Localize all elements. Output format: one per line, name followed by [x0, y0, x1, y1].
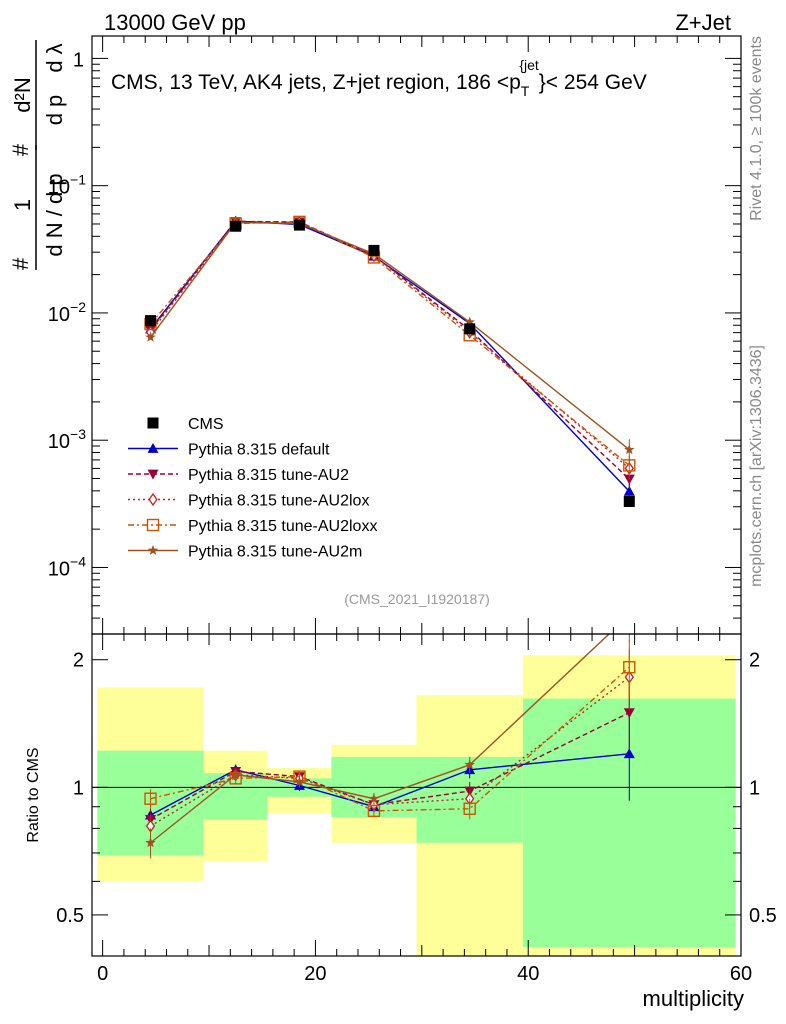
- ratio-ytick-label-right-1: 1: [749, 777, 760, 799]
- main-point-4-4: [464, 316, 475, 327]
- ratio-point-3-3: [367, 804, 381, 818]
- ratio-point-4-4: [464, 759, 475, 770]
- legend-marker-5: [147, 545, 159, 555]
- ratio-line-4: [150, 634, 611, 844]
- xtick-label-3: 60: [730, 963, 752, 985]
- rivet-label: Rivet 4.1.0, ≥ 100k events: [748, 36, 765, 221]
- data-point-3: [368, 244, 380, 256]
- ratio-panel: [92, 610, 741, 859]
- main-line-1: [149, 220, 630, 480]
- ratio-point-4-1: [230, 769, 241, 780]
- data-point-0: [145, 315, 157, 327]
- data-point-5: [623, 495, 635, 507]
- ylabel-hash-2: #: [8, 143, 33, 156]
- legend-marker-2: [147, 469, 159, 480]
- legend-label-3: Pythia 8.315 tune-AU2lox: [188, 493, 369, 510]
- title-pre: CMS, 13 TeV, AK4 jets, Z+jet region, 186…: [111, 71, 521, 94]
- svg-text:d λ: d λ: [42, 43, 67, 72]
- legend-label-4: Pythia 8.315 tune-AU2loxx: [188, 518, 377, 535]
- ratio-ytick-label-right-2: 0.5: [749, 905, 777, 927]
- ylabel-d2n: d²N: [10, 77, 35, 112]
- legend-label-1: Pythia 8.315 default: [188, 442, 330, 459]
- ratio-point-4-2: [294, 776, 305, 787]
- main-ytick-label-2: 10−2: [48, 299, 86, 326]
- ratio-line-3: [150, 666, 630, 812]
- y-axis-label-ratio: Ratio to CMS: [25, 747, 42, 842]
- title-post: }< 254 GeV: [539, 71, 647, 94]
- svg-text:#: #: [8, 257, 33, 270]
- main-line-3: [149, 221, 630, 466]
- main-ytick-label-0: 1: [73, 49, 84, 71]
- ratio-point-3-5: [623, 661, 636, 674]
- svg-text:1: 1: [10, 199, 35, 211]
- xtick-label-1: 20: [304, 963, 326, 985]
- main-point-1-5: [623, 474, 635, 485]
- main-ytick-label-4: 10−4: [48, 553, 86, 580]
- data-point-1: [230, 220, 242, 232]
- ratio-point-4-3: [368, 793, 380, 804]
- ratio-ytick-label-right-0: 2: [749, 650, 760, 672]
- ylabel-dpt: d p: [42, 95, 67, 126]
- svg-text:d²N: d²N: [10, 77, 35, 112]
- svg-text:#: #: [8, 143, 33, 156]
- ratio-ytick-label-left-1: 1: [73, 777, 84, 799]
- data-point-4: [464, 323, 476, 335]
- main-panel: [144, 215, 636, 507]
- mcplots-label: mcplots.cern.ch [arXiv:1306.3436]: [748, 345, 765, 587]
- ratio-line-0: [150, 753, 630, 816]
- header-right: Z+Jet: [675, 10, 731, 35]
- legend: CMS Pythia 8.315 default Pythia 8.315 tune…: [128, 416, 377, 561]
- main-point-0-5: [623, 485, 635, 496]
- data-series: [145, 219, 635, 507]
- legend-marker-4: [146, 518, 160, 532]
- main-point-4-0: [145, 331, 156, 342]
- title-sub: T: [521, 83, 530, 99]
- ratio-point-0-5: [623, 748, 635, 759]
- ratio-series-4: [145, 610, 634, 859]
- ratio-point-4-5: [624, 610, 634, 620]
- legend-label-5: Pythia 8.315 tune-AU2m: [188, 544, 362, 561]
- ylabel-dn: d N / d p: [42, 173, 67, 256]
- ylabel-dl: d λ: [42, 43, 67, 72]
- ratio-uncertainty-bands: [97, 655, 736, 956]
- xtick-label-0: 0: [97, 963, 108, 985]
- legend-marker-0: [147, 417, 159, 429]
- main-ytick-label-1: 10−1: [48, 172, 86, 199]
- header-left: 13000 GeV pp: [104, 10, 246, 35]
- axes: 1 10−1 10−2 10−3 10−4 2 2 1 1 0.5 0.5 0 20 40 60: [48, 35, 777, 985]
- main-line-4: [149, 221, 630, 451]
- ratio-point-4-0: [145, 837, 156, 848]
- ratio-frame: [91, 633, 742, 957]
- svg-text:d p: d p: [42, 95, 67, 126]
- ratio-ytick-label-left-0: 2: [73, 650, 84, 672]
- ylabel-one: 1: [10, 199, 35, 211]
- ylabel-hash-1: #: [8, 257, 33, 270]
- ratio-line-2: [150, 676, 630, 827]
- data-point-2: [293, 219, 305, 231]
- x-axis-label: multiplicity: [643, 986, 744, 1011]
- main-ytick-label-3: 10−3: [48, 426, 86, 453]
- ratio-point-3-4: [463, 802, 476, 815]
- legend-label-2: Pythia 8.315 tune-AU2: [188, 467, 349, 484]
- y-axis-label-main: # 1 d N / d p # d²N d p d λ: [8, 40, 67, 270]
- svg-text:d N / d p: d N / d p: [42, 173, 67, 256]
- main-point-4-5: [624, 444, 635, 455]
- legend-marker-1: [147, 443, 159, 453]
- legend-marker-3: [148, 492, 158, 507]
- analysis-id: (CMS_2021_I1920187): [344, 591, 490, 607]
- legend-label-0: CMS: [188, 416, 224, 433]
- main-series-2: [145, 215, 634, 480]
- ratio-point-3-0: [144, 792, 157, 805]
- main-series-3: [144, 215, 636, 477]
- ratio-ytick-label-left-2: 0.5: [56, 905, 84, 927]
- xtick-label-2: 40: [517, 963, 539, 985]
- plot-title: CMS, 13 TeV, AK4 jets, Z+jet region, 186…: [111, 57, 647, 99]
- title-sup: {jet: [519, 57, 539, 73]
- ratio-point-1-5: [623, 708, 635, 719]
